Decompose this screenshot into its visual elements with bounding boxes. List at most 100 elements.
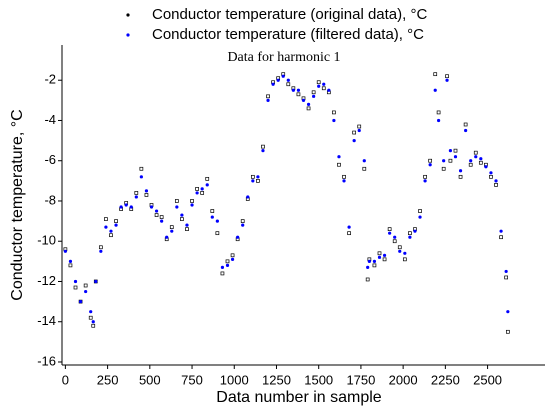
point — [134, 195, 138, 199]
legend-label: Conductor temperature (filtered data), °… — [152, 26, 424, 43]
point — [347, 225, 351, 229]
point — [453, 155, 458, 159]
point — [479, 157, 483, 161]
point — [276, 78, 280, 82]
point — [200, 187, 204, 191]
point — [154, 209, 159, 213]
point — [68, 259, 73, 263]
point — [104, 225, 108, 229]
point — [337, 162, 341, 167]
point — [352, 130, 357, 135]
point — [362, 159, 366, 163]
legend-marker — [126, 13, 130, 17]
point — [185, 227, 189, 232]
point — [180, 213, 184, 217]
point — [170, 229, 174, 233]
point — [332, 110, 336, 115]
point — [504, 269, 508, 274]
point — [367, 259, 371, 263]
point — [210, 215, 214, 219]
point — [180, 217, 184, 221]
point — [230, 257, 235, 261]
point — [190, 203, 194, 207]
point — [139, 175, 143, 179]
point — [388, 231, 392, 235]
point — [398, 249, 402, 253]
point — [129, 205, 133, 209]
point — [357, 124, 362, 129]
point — [428, 158, 433, 163]
point — [445, 74, 449, 79]
point — [504, 275, 509, 280]
point — [139, 166, 144, 171]
point — [484, 165, 488, 169]
point — [306, 106, 311, 111]
point — [382, 257, 387, 262]
point — [402, 257, 407, 262]
point — [392, 239, 397, 244]
point — [114, 219, 118, 223]
point — [506, 310, 510, 314]
point — [437, 118, 441, 123]
point — [445, 78, 449, 82]
x-tick-label: 2250 — [431, 372, 460, 387]
chart-title: Data for harmonic 1 — [227, 50, 340, 65]
point — [195, 191, 199, 195]
point — [215, 219, 219, 223]
y-tick-label: -10 — [37, 233, 56, 248]
point — [393, 235, 397, 239]
x-tick-label: 1500 — [304, 372, 333, 387]
point — [261, 149, 265, 153]
point — [464, 128, 468, 133]
point — [441, 166, 446, 171]
point — [109, 233, 113, 238]
x-tick-label: 1750 — [346, 372, 375, 387]
point — [225, 263, 230, 267]
point — [468, 162, 473, 167]
point — [463, 122, 468, 127]
point — [169, 225, 174, 229]
point — [94, 279, 98, 284]
point — [316, 80, 321, 85]
point — [478, 160, 483, 165]
point — [149, 205, 154, 209]
point — [337, 155, 341, 159]
point — [306, 102, 311, 106]
point — [190, 199, 194, 203]
point — [159, 215, 164, 219]
point — [382, 253, 387, 257]
point — [220, 265, 225, 269]
point — [185, 223, 189, 227]
point — [266, 98, 270, 102]
point — [327, 88, 331, 92]
point — [458, 174, 463, 179]
point — [469, 159, 473, 163]
point — [99, 249, 103, 253]
point — [225, 259, 230, 264]
point — [474, 155, 478, 159]
point — [342, 174, 346, 179]
point — [489, 171, 493, 175]
point — [423, 179, 427, 183]
point — [342, 179, 346, 183]
point — [84, 289, 88, 294]
point — [134, 191, 139, 195]
y-axis-label: Conductor temperature, °C — [9, 109, 26, 300]
point — [365, 277, 370, 282]
x-axis-label: Data number in sample — [216, 389, 382, 406]
point — [494, 183, 498, 187]
point — [418, 209, 422, 213]
point — [433, 88, 437, 92]
point — [473, 150, 478, 155]
point — [291, 88, 295, 92]
point — [256, 175, 260, 179]
point — [347, 231, 351, 236]
point — [220, 271, 225, 276]
point — [73, 285, 78, 290]
point — [63, 249, 67, 253]
point — [89, 310, 93, 314]
point — [91, 320, 95, 324]
point — [372, 259, 377, 263]
y-tick-label: -16 — [37, 353, 56, 368]
point — [322, 82, 326, 86]
